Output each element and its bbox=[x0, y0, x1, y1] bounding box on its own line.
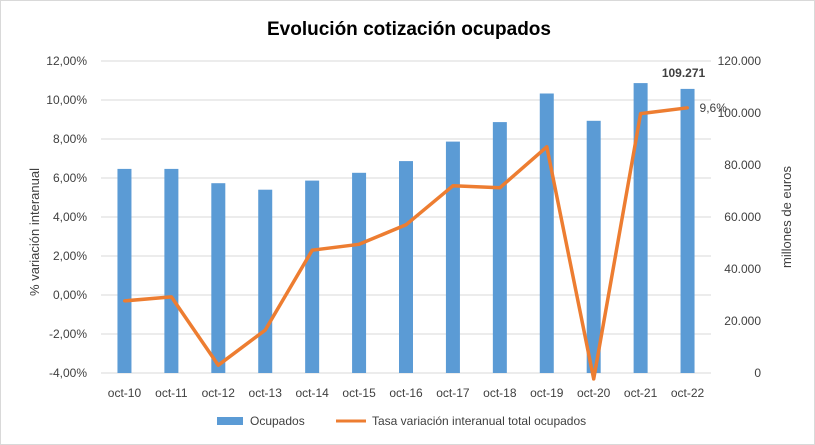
x-tick-label: oct-10 bbox=[108, 386, 142, 400]
bar-series bbox=[117, 83, 695, 374]
left-tick-label: 12,00% bbox=[46, 54, 87, 68]
right-axis-title: millones de euros bbox=[779, 166, 794, 268]
x-tick-label: oct-16 bbox=[389, 386, 423, 400]
left-tick-label: -4,00% bbox=[49, 366, 87, 380]
left-tick-label: -2,00% bbox=[49, 327, 87, 341]
right-tick-label: 0 bbox=[754, 366, 761, 380]
x-tick-label: oct-20 bbox=[577, 386, 611, 400]
line-value-label: 9,6% bbox=[700, 101, 728, 115]
x-tick-label: oct-13 bbox=[249, 386, 283, 400]
line-point bbox=[686, 106, 690, 110]
line-point bbox=[357, 242, 361, 246]
right-tick-label: 20.000 bbox=[724, 314, 761, 328]
legend-swatch-bar bbox=[217, 417, 243, 425]
bar bbox=[164, 168, 179, 373]
left-tick-label: 2,00% bbox=[53, 249, 87, 263]
left-axis-title: % variación interanual bbox=[27, 168, 42, 296]
left-tick-label: 0,00% bbox=[53, 288, 87, 302]
x-tick-label: oct-19 bbox=[530, 386, 564, 400]
bar bbox=[352, 172, 367, 373]
right-tick-label: 40.000 bbox=[724, 262, 761, 276]
bar bbox=[445, 141, 460, 373]
right-axis-ticks: 0 20.000 40.000 60.000 80.000 100.000 120.000 bbox=[718, 54, 762, 380]
line-point bbox=[216, 363, 220, 367]
bar bbox=[399, 161, 413, 373]
bar bbox=[680, 88, 695, 374]
left-tick-label: 10,00% bbox=[46, 93, 87, 107]
legend: Ocupados Tasa variación interanual total … bbox=[217, 414, 586, 428]
x-tick-label: oct-17 bbox=[436, 386, 470, 400]
left-tick-label: 4,00% bbox=[53, 210, 87, 224]
right-tick-label: 100.000 bbox=[718, 106, 762, 120]
legend-label: Tasa variación interanual total ocupados bbox=[372, 414, 586, 428]
line-point bbox=[310, 248, 314, 252]
line-point bbox=[404, 223, 408, 227]
bar bbox=[211, 183, 226, 373]
left-axis-ticks: -4,00% -2,00% 0,00% 2,00% 4,00% 6,00% 8,00% 10,… bbox=[46, 54, 87, 380]
line-point bbox=[122, 299, 126, 303]
right-tick-label: 60.000 bbox=[724, 210, 761, 224]
x-tick-label: oct-14 bbox=[295, 386, 329, 400]
right-tick-label: 80.000 bbox=[724, 158, 761, 172]
x-axis-ticks: oct-10 oct-11 oct-12 oct-13 oct-14 oct-15 oct-… bbox=[108, 386, 705, 400]
bar bbox=[633, 83, 648, 373]
x-tick-label: oct-21 bbox=[624, 386, 658, 400]
bar bbox=[492, 122, 507, 373]
legend-label: Ocupados bbox=[250, 414, 305, 428]
line-point bbox=[263, 328, 267, 332]
x-tick-label: oct-12 bbox=[202, 386, 236, 400]
line-point bbox=[592, 377, 596, 381]
x-tick-label: oct-22 bbox=[671, 386, 705, 400]
line-point bbox=[545, 145, 549, 149]
line-point bbox=[451, 184, 455, 188]
bar bbox=[305, 180, 320, 373]
chart-title: Evolución cotización ocupados bbox=[267, 19, 551, 40]
bar bbox=[586, 120, 601, 373]
left-tick-label: 6,00% bbox=[53, 171, 87, 185]
bar bbox=[258, 189, 273, 373]
line-point bbox=[639, 112, 643, 116]
bar bbox=[117, 168, 132, 373]
x-tick-label: oct-15 bbox=[342, 386, 376, 400]
line-point bbox=[169, 295, 173, 299]
x-tick-label: oct-11 bbox=[155, 386, 188, 400]
left-tick-label: 8,00% bbox=[53, 132, 87, 146]
data-labels: 109.271 9,6% bbox=[662, 66, 727, 115]
bar bbox=[539, 93, 554, 373]
line-series bbox=[122, 106, 690, 381]
right-tick-label: 120.000 bbox=[718, 54, 762, 68]
bar-value-label: 109.271 bbox=[662, 66, 706, 80]
x-tick-label: oct-18 bbox=[483, 386, 517, 400]
line-point bbox=[498, 186, 502, 190]
